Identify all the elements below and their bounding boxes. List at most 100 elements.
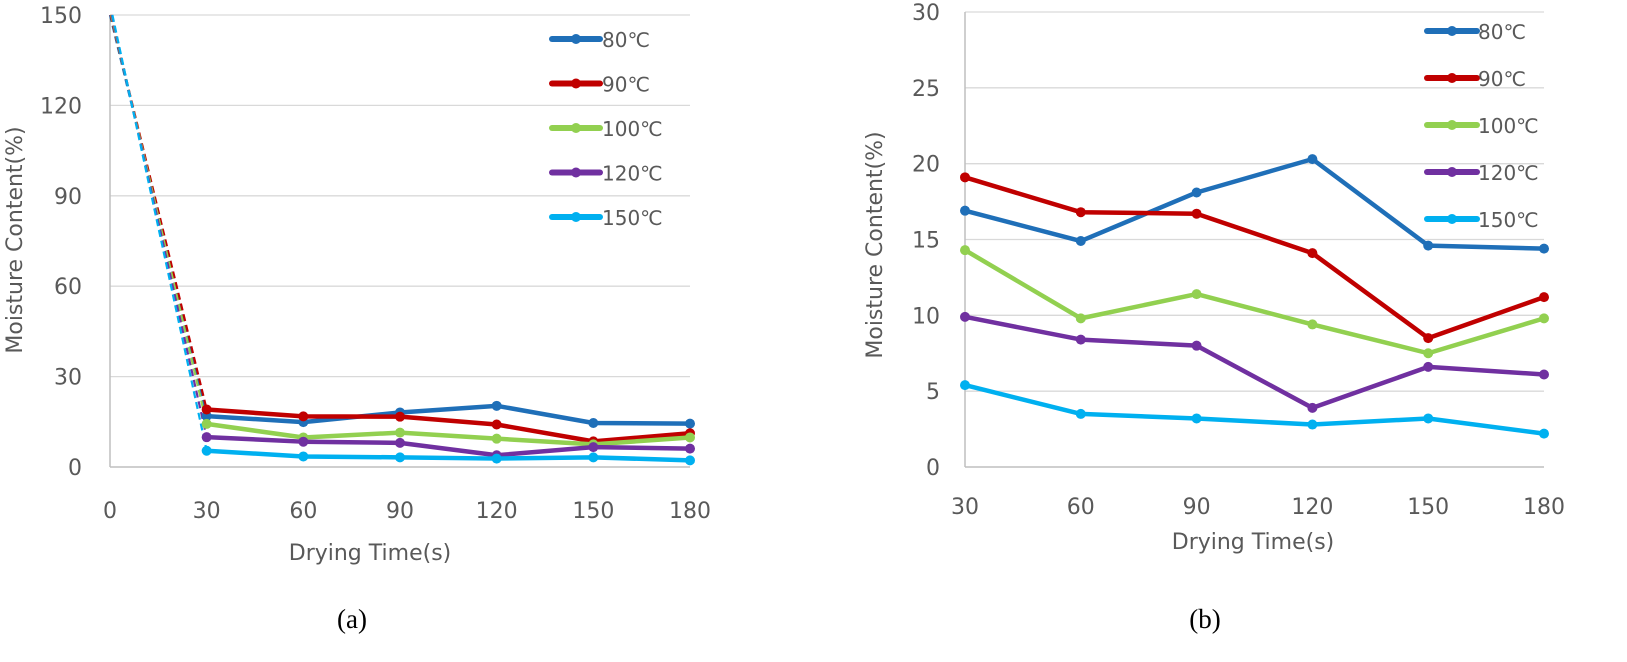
legend-marker [1447,167,1457,177]
data-point [1539,369,1549,380]
y-axis-label: Moisture Content(%) [863,131,888,358]
x-tick-label: 180 [1523,495,1565,520]
data-point [685,418,695,429]
legend-marker [1447,73,1457,83]
series-line-1 [204,407,693,444]
data-point [1539,313,1549,324]
series-line-2 [962,247,1547,356]
data-point [1191,187,1202,198]
data-point [588,442,599,453]
figure-caption: (b) [1189,604,1220,634]
data-point [1307,419,1318,430]
y-tick-label: 5 [926,380,940,405]
data-point [1307,319,1318,330]
series-line-0 [204,403,693,426]
y-tick-label: 20 [912,153,940,178]
series-line-3 [962,314,1547,411]
data-point [960,380,970,391]
x-tick-label: 90 [1183,495,1211,520]
y-tick-label: 0 [68,456,82,481]
legend-label: 90℃ [1478,67,1526,91]
data-point [588,452,599,463]
x-tick-label: 180 [669,499,711,524]
data-point [1423,333,1434,344]
data-point [1075,207,1086,218]
x-tick-label: 120 [476,499,518,524]
x-tick-label: 90 [386,499,414,524]
data-point [491,433,502,444]
data-point [491,400,502,411]
data-point [395,452,405,463]
x-axis-label: Drying Time(s) [1172,530,1335,555]
y-axis-label: Moisture Content(%) [3,126,28,353]
y-tick-label: 90 [54,185,82,210]
data-point [685,432,695,443]
data-point [685,455,695,466]
x-axis-label: Drying Time(s) [289,541,452,566]
data-point [1191,413,1202,424]
legend-label: 90℃ [602,73,650,97]
y-tick-label: 30 [912,1,940,26]
y-tick-label: 120 [40,94,82,119]
legend-label: 150℃ [1478,208,1539,232]
legend-label: 80℃ [1478,20,1526,44]
series-150℃-initial-segment [111,14,208,451]
x-tick-label: 60 [1067,495,1095,520]
data-point [1191,208,1202,219]
x-tick-label: 60 [289,499,317,524]
series-line-1 [962,175,1547,341]
y-tick-label: 0 [926,456,940,481]
data-point [1307,402,1318,413]
x-tick-label: 30 [193,499,221,524]
y-tick-label: 25 [912,77,940,102]
x-tick-label: 150 [572,499,614,524]
y-tick-label: 10 [912,304,940,329]
data-point [298,451,309,462]
data-point [491,419,502,430]
legend-marker [571,212,581,222]
data-point [1423,348,1434,359]
data-point [1307,154,1318,165]
data-point [1075,408,1086,419]
series-120℃-initial-segment [110,14,208,438]
data-point [1075,236,1086,247]
series-line-4 [204,448,693,463]
series-line-0 [962,156,1547,251]
legend-label: 120℃ [1478,161,1539,185]
data-point [960,311,970,322]
data-point [201,445,212,456]
series-100℃-initial-segment [110,14,208,425]
data-point [201,432,212,443]
legend-label: 150℃ [602,206,663,230]
legend-marker [571,123,581,133]
data-point [960,172,970,183]
legend-label: 100℃ [1478,114,1539,138]
data-point [960,245,970,256]
y-tick-label: 15 [912,229,940,254]
data-point [395,427,405,438]
legend-marker [571,78,581,89]
y-tick-label: 60 [54,275,82,300]
data-point [1307,248,1318,259]
legend-marker [571,167,581,178]
legend-marker [1447,120,1457,130]
x-tick-label: 150 [1407,495,1449,520]
data-point [1539,428,1549,439]
data-point [1539,243,1549,254]
data-point [1191,289,1202,300]
legend-marker [1447,214,1457,224]
legend-label: 80℃ [602,28,650,52]
legend-marker [1447,26,1457,36]
data-point [685,443,695,454]
chart-a: 0 30 60 90 120 150 0 30 60 90 120 150 180 Drying Time… [3,4,711,634]
data-point [491,453,502,464]
data-point [588,418,599,429]
legend-label: 100℃ [602,117,663,141]
series-line-4 [962,382,1547,436]
series-line-2 [204,421,693,447]
legend-label: 120℃ [602,162,663,186]
data-point [1075,334,1086,345]
data-point [395,411,405,422]
series-line-3 [204,434,693,458]
data-point [1423,413,1434,424]
